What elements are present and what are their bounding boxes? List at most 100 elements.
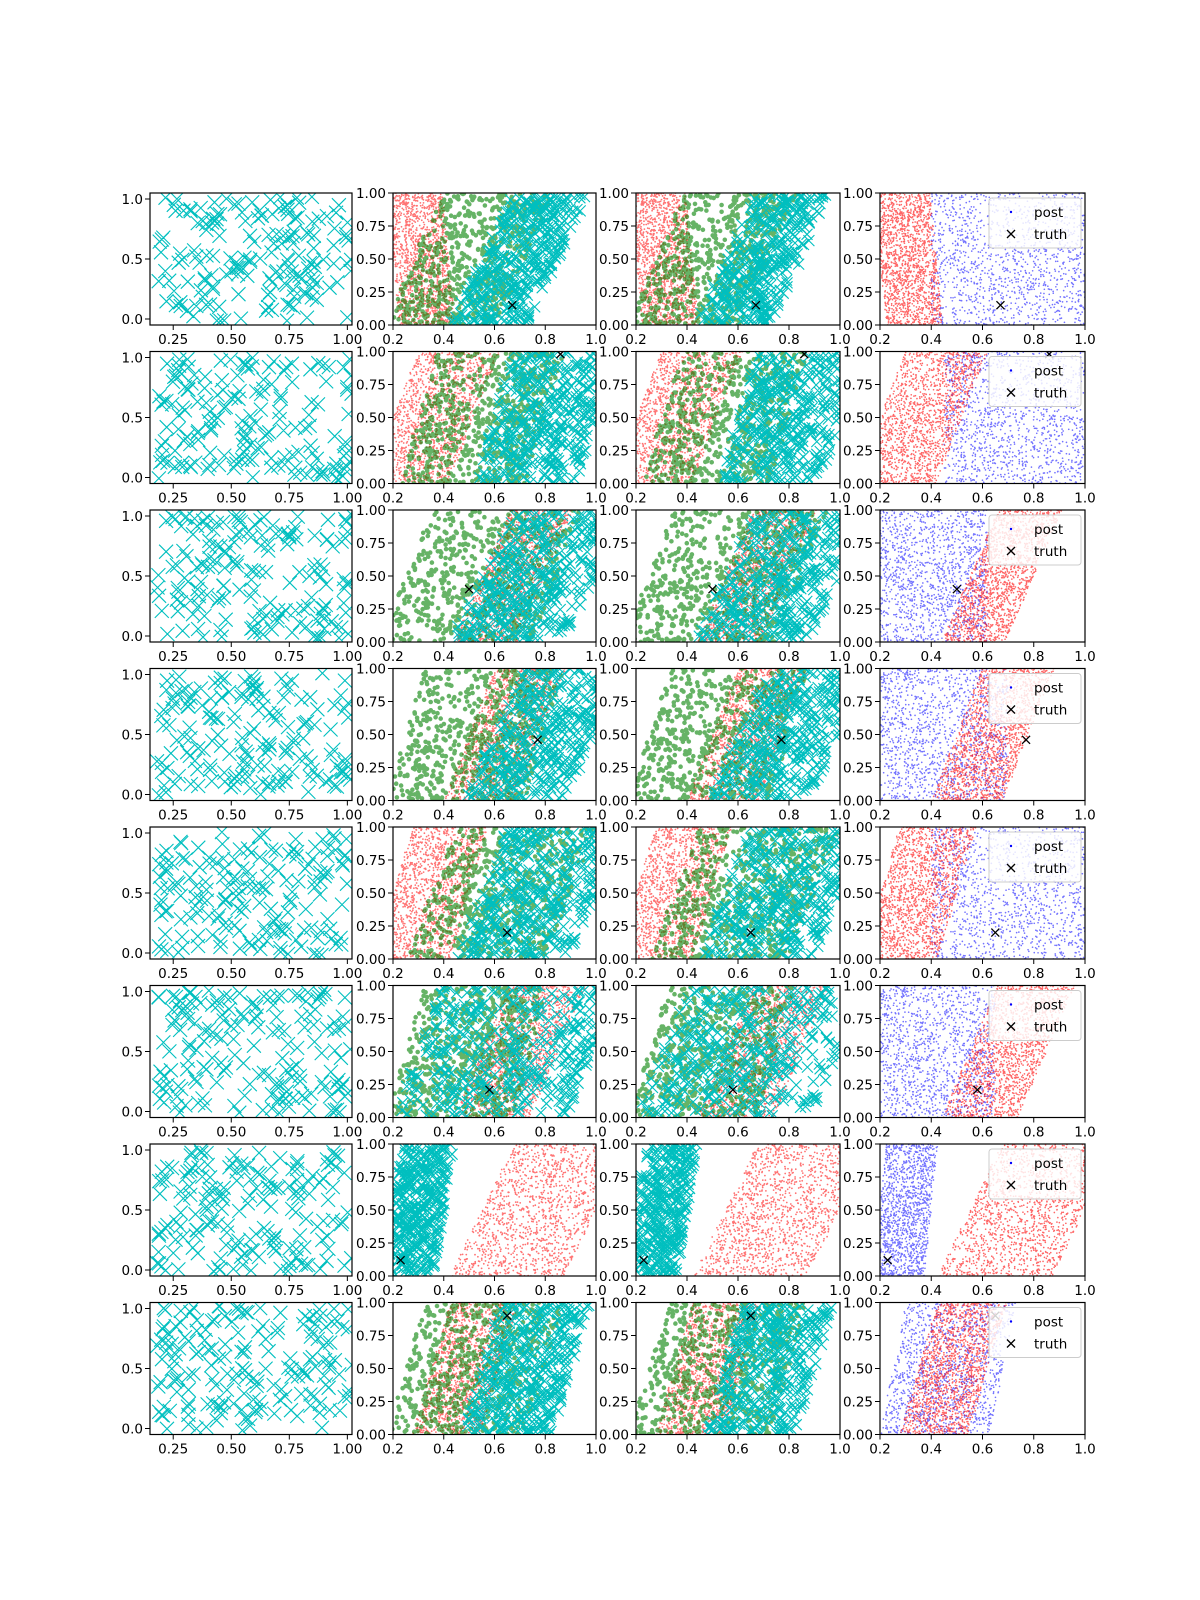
panel-r6-c1: 0.25 0.50 0.75 1.000.00.51.0 <box>122 983 363 1141</box>
y-tick-label: 1.00 <box>599 1296 629 1312</box>
y-tick-label: 0.25 <box>843 919 873 935</box>
y-tick-label: 0.75 <box>843 536 873 552</box>
y-tick-label: 1.00 <box>356 820 386 836</box>
y-tick-label: 0.0 <box>122 1422 143 1438</box>
x-tick-label: 0.8 <box>1023 1125 1044 1141</box>
x-tick-label: 0.2 <box>869 1442 890 1458</box>
x-tick-label: 0.4 <box>433 332 454 348</box>
y-tick-label: 0.50 <box>843 569 873 585</box>
y-tick-label: 0.75 <box>356 378 386 394</box>
y-tick-label: 1.00 <box>356 662 386 678</box>
y-tick-label: 0.75 <box>843 1329 873 1345</box>
y-tick-label: 0.5 <box>122 1203 143 1219</box>
y-tick-label: 0.00 <box>843 318 873 334</box>
x-tick-label: 0.6 <box>484 491 505 507</box>
x-tick-label: 0.8 <box>535 1283 556 1299</box>
y-tick-label: 0.50 <box>843 411 873 427</box>
x-tick-label: 0.8 <box>535 491 556 507</box>
y-tick-label: 0.25 <box>843 1078 873 1094</box>
y-tick-label: 0.00 <box>843 477 873 493</box>
y-tick-label: 0.50 <box>356 728 386 744</box>
y-tick-label: 0.25 <box>356 285 386 301</box>
x-tick-label: 0.6 <box>484 1283 505 1299</box>
y-tick-label: 1.00 <box>599 186 629 202</box>
panel-r3-c2: 0.2 0.4 0.6 0.8 1.00.000.250.500.751.00 <box>356 503 632 665</box>
y-tick-label: 1.00 <box>599 345 629 361</box>
y-tick-label: 0.75 <box>356 219 386 235</box>
prior-samples <box>152 825 354 962</box>
y-tick-label: 0.50 <box>843 1362 873 1378</box>
y-tick-label: 0.75 <box>356 536 386 552</box>
y-tick-label: 0.25 <box>599 761 629 777</box>
y-tick-label: 0.00 <box>843 1111 873 1127</box>
y-tick-label: 0.50 <box>599 569 629 585</box>
y-tick-label: 1.00 <box>843 186 873 202</box>
x-tick-label: 0.6 <box>972 491 993 507</box>
x-tick-label: 0.4 <box>921 966 942 982</box>
y-tick-label: 0.25 <box>843 1236 873 1252</box>
x-tick-label: 0.4 <box>676 808 697 824</box>
x-tick-label: 0.8 <box>1023 332 1044 348</box>
y-tick-label: 1.00 <box>356 503 386 519</box>
y-tick-label: 0.25 <box>356 444 386 460</box>
y-tick-label: 0.25 <box>599 1395 629 1411</box>
y-tick-label: 0.75 <box>599 378 629 394</box>
x-tick-label: 0.2 <box>382 1442 403 1458</box>
panel-r1-c1: 0.25 0.50 0.75 1.000.00.51.0 <box>122 190 363 348</box>
y-tick-label: 0.75 <box>843 219 873 235</box>
y-tick-label: 0.5 <box>122 1362 143 1378</box>
y-tick-label: 0.25 <box>843 1395 873 1411</box>
x-tick-label: 0.50 <box>216 1283 246 1299</box>
x-tick-label: 0.8 <box>1023 1283 1044 1299</box>
panel-r6-c3: 0.2 0.4 0.6 0.8 1.00.000.250.500.751.00 <box>599 979 870 1141</box>
y-tick-label: 0.00 <box>843 635 873 651</box>
legend-truth-label: truth <box>1034 861 1067 877</box>
x-tick-label: 0.25 <box>158 1125 188 1141</box>
x-tick-label: 0.50 <box>216 649 246 665</box>
x-tick-label: 0.75 <box>274 808 304 824</box>
x-tick-label: 0.4 <box>921 649 942 665</box>
x-tick-label: 0.4 <box>676 491 697 507</box>
x-tick-label: 0.6 <box>727 491 748 507</box>
y-tick-label: 0.00 <box>599 794 629 810</box>
y-tick-label: 0.50 <box>356 1362 386 1378</box>
x-tick-label: 0.4 <box>676 649 697 665</box>
y-tick-label: 0.75 <box>599 1012 629 1028</box>
x-tick-label: 0.4 <box>433 808 454 824</box>
x-tick-label: 0.4 <box>676 332 697 348</box>
y-tick-label: 1.0 <box>122 985 143 1001</box>
x-tick-label: 1.00 <box>332 1442 362 1458</box>
y-tick-label: 1.00 <box>843 345 873 361</box>
x-tick-label: 1.0 <box>1074 1125 1095 1141</box>
panel-r1-c4: 0.2 0.4 0.6 0.8 1.00.000.250.500.751.00postt… <box>843 186 1096 348</box>
x-tick-label: 0.50 <box>216 1442 246 1458</box>
panel-r4-c4: 0.2 0.4 0.6 0.8 1.00.000.250.500.751.00postt… <box>843 662 1096 824</box>
x-tick-label: 0.6 <box>727 1283 748 1299</box>
y-tick-label: 0.00 <box>356 635 386 651</box>
x-tick-label: 0.8 <box>535 1442 556 1458</box>
x-tick-label: 0.75 <box>274 332 304 348</box>
y-tick-label: 0.0 <box>122 312 143 328</box>
x-tick-label: 0.25 <box>158 1283 188 1299</box>
y-tick-label: 0.0 <box>122 788 143 804</box>
y-tick-label: 0.75 <box>843 695 873 711</box>
x-tick-label: 0.8 <box>778 1125 799 1141</box>
prior-samples <box>150 666 357 802</box>
panel-r8-c3: 0.2 0.4 0.6 0.8 1.00.000.250.500.751.00 <box>599 1296 851 1458</box>
y-tick-label: 1.00 <box>843 979 873 995</box>
legend-post-label: post <box>1034 522 1063 538</box>
y-tick-label: 0.50 <box>843 1203 873 1219</box>
x-tick-label: 0.8 <box>1023 1442 1044 1458</box>
y-tick-label: 0.25 <box>843 285 873 301</box>
panel-r7-c2: 0.2 0.4 0.6 0.8 1.00.000.250.500.751.00 <box>356 1137 625 1299</box>
x-tick-label: 0.6 <box>484 332 505 348</box>
y-tick-label: 1.00 <box>356 345 386 361</box>
x-tick-label: 0.4 <box>433 1283 454 1299</box>
legend-post-marker <box>1010 686 1012 688</box>
legend-post-marker <box>1010 845 1012 847</box>
y-tick-label: 0.75 <box>356 1012 386 1028</box>
y-tick-label: 0.25 <box>599 919 629 935</box>
x-tick-label: 0.8 <box>778 966 799 982</box>
y-tick-label: 0.00 <box>356 477 386 493</box>
